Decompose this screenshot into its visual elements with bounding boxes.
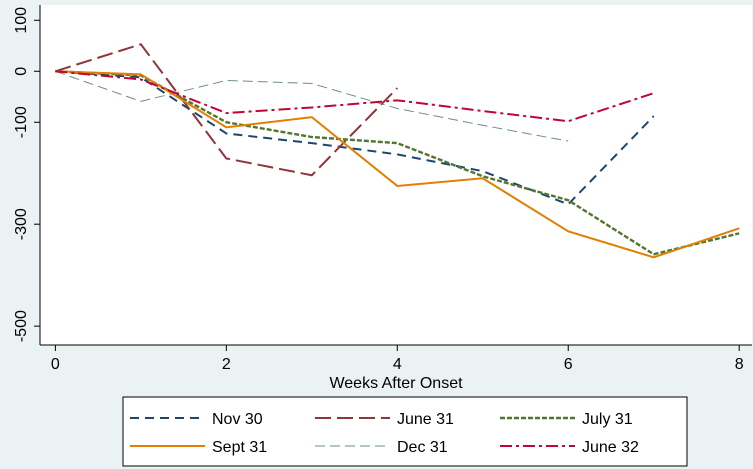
series-line — [55, 43, 398, 177]
series-line — [55, 70, 740, 256]
y-tick-label: -500 — [13, 310, 30, 342]
legend-label: June 32 — [582, 439, 639, 456]
series-line — [55, 70, 740, 259]
x-tick-label: 2 — [222, 356, 231, 373]
legend-label: Sept 31 — [212, 439, 267, 456]
series-line — [55, 70, 655, 123]
x-tick-label: 0 — [51, 356, 60, 373]
series-line — [55, 70, 569, 142]
legend — [122, 396, 688, 467]
legend-label: Dec 31 — [397, 439, 448, 456]
series-line — [55, 70, 655, 206]
legend-label: July 31 — [582, 411, 633, 428]
legend-label: June 31 — [397, 411, 454, 428]
y-tick-label: 0 — [13, 67, 30, 76]
plot-area — [40, 5, 752, 345]
y-tick-label: -300 — [13, 208, 30, 240]
x-tick-label: 6 — [564, 356, 573, 373]
legend-label: Nov 30 — [212, 411, 263, 428]
y-tick-label: -100 — [13, 106, 30, 138]
x-tick-label: 4 — [393, 356, 402, 373]
x-axis-label: Weeks After Onset — [329, 375, 463, 392]
x-tick-label: 8 — [735, 356, 744, 373]
y-tick-label: 100 — [13, 7, 30, 34]
